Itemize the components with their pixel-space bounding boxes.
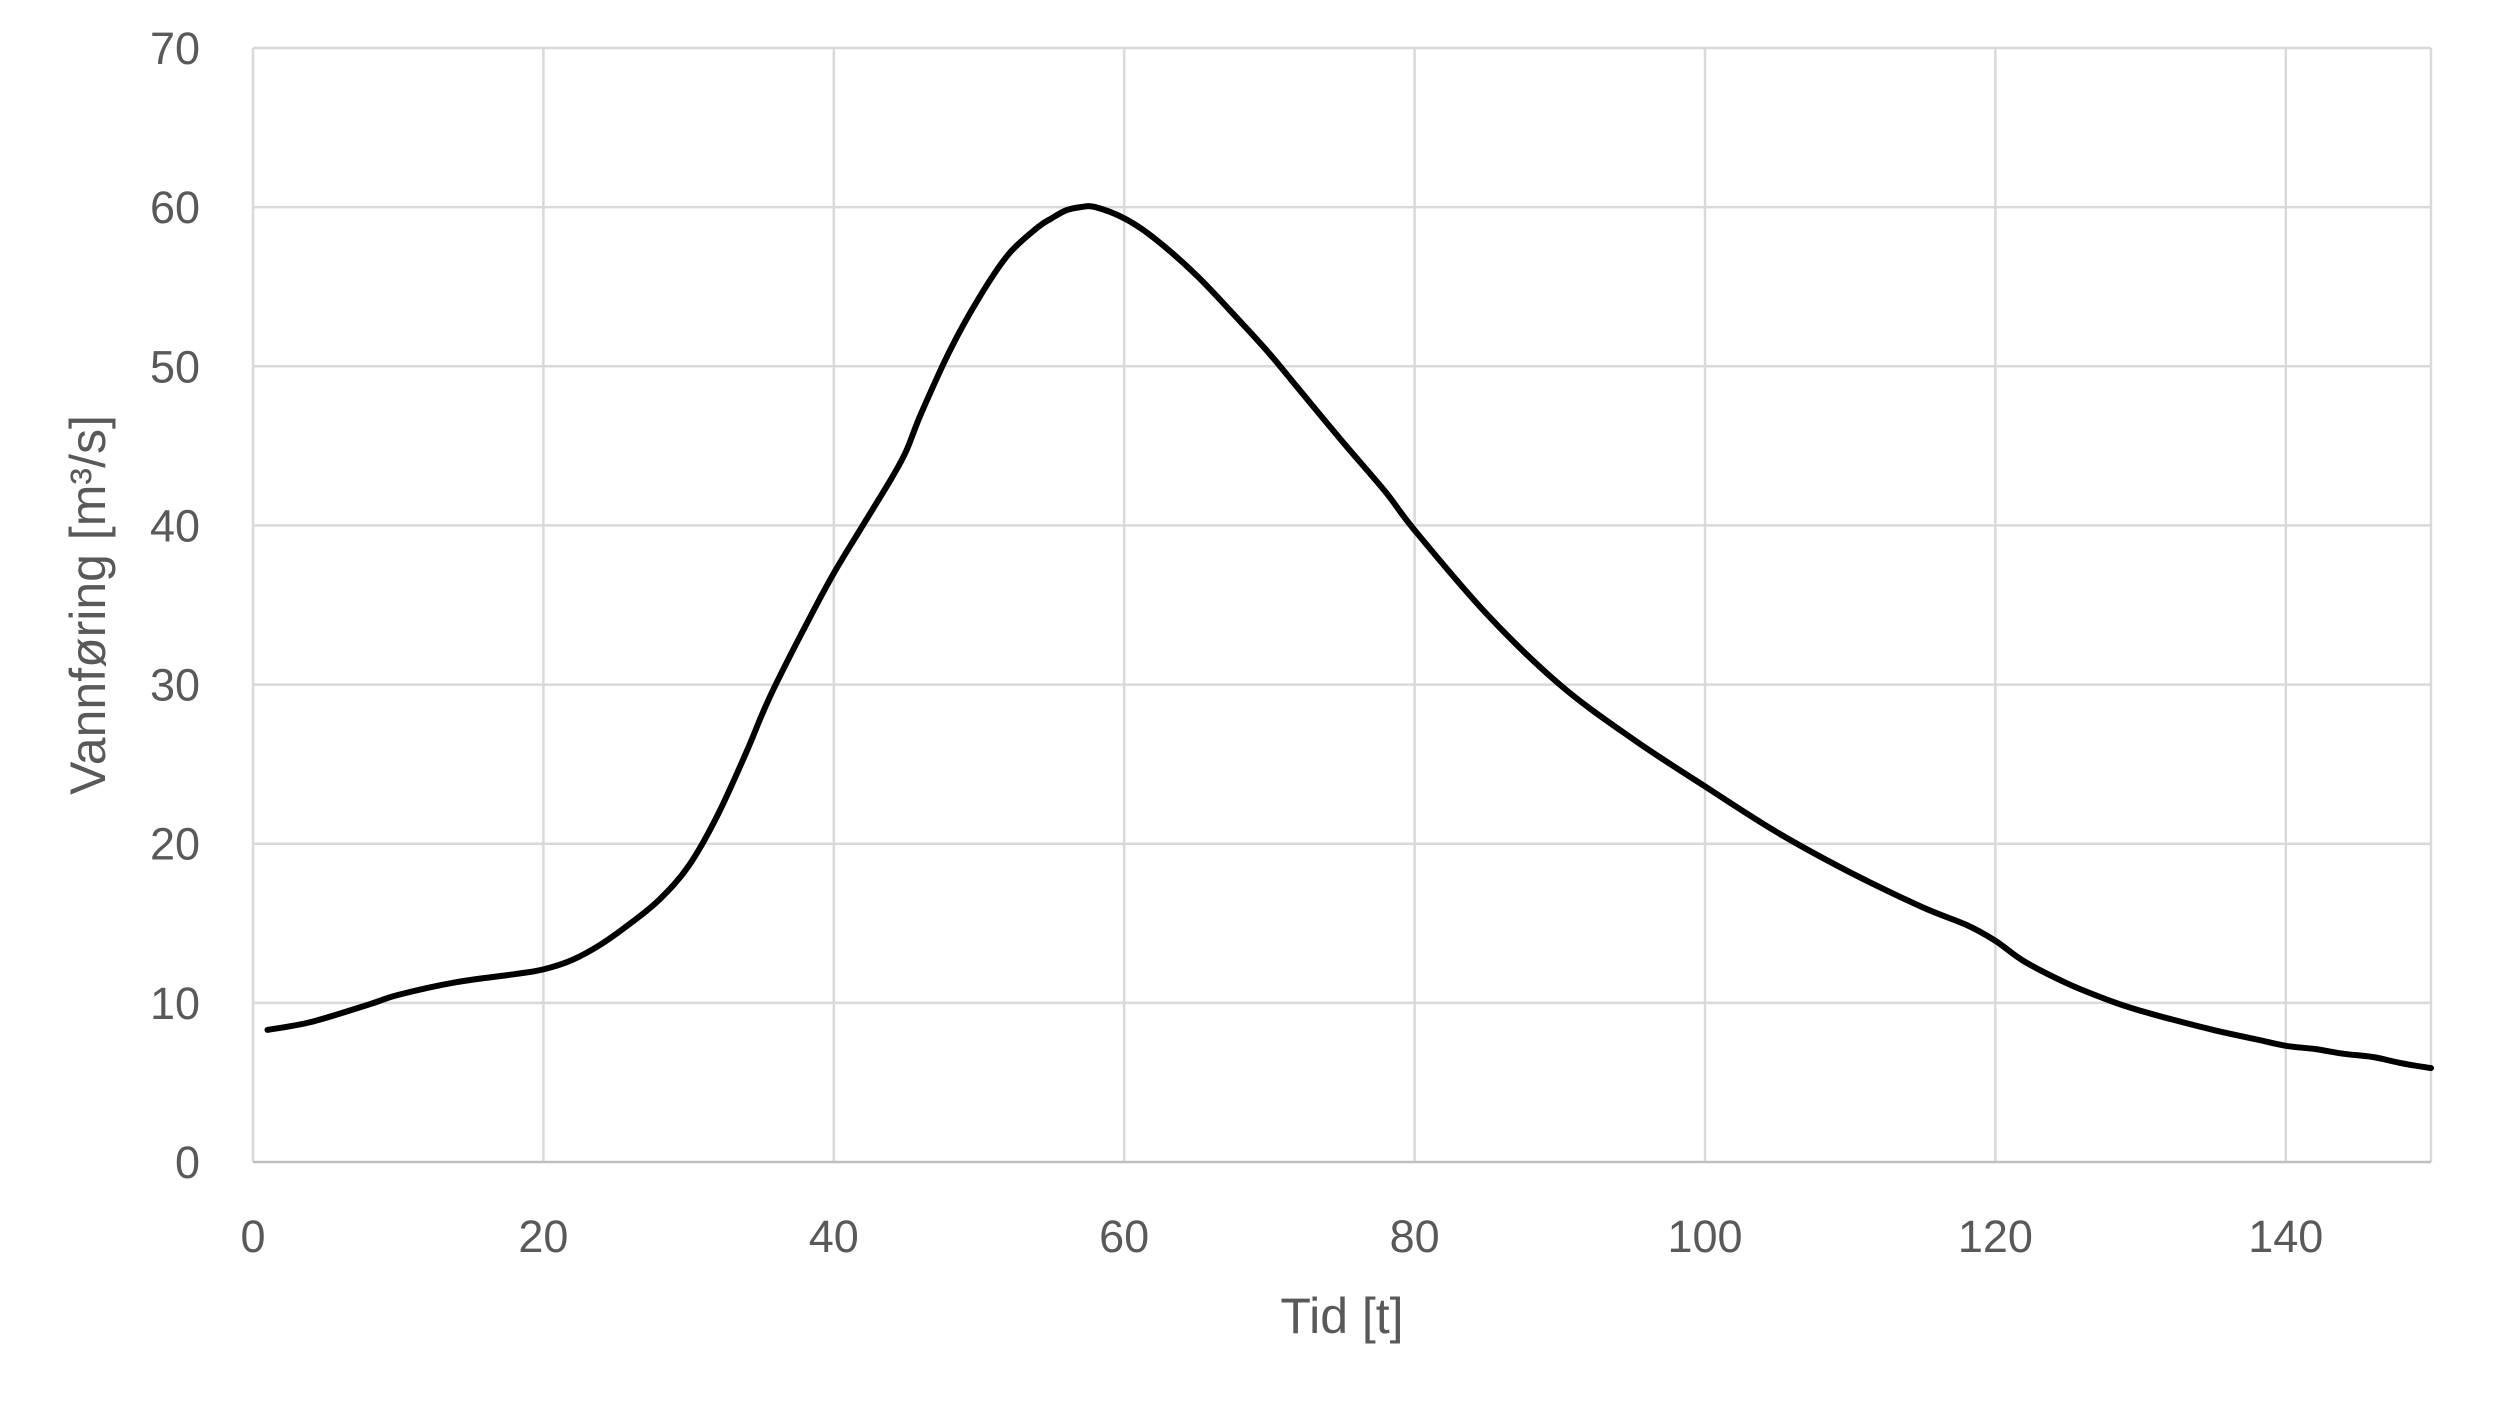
x-tick-label: 0 <box>240 1211 265 1262</box>
x-axis-title: Tid [t] <box>1280 1288 1403 1344</box>
y-tick-label: 20 <box>150 819 200 870</box>
y-tick-label: 10 <box>150 978 200 1029</box>
x-axis-tick-labels: 0 20 40 60 80 100 120 140 <box>240 1211 2323 1262</box>
series-line <box>264 203 2434 1072</box>
x-tick-label: 80 <box>1390 1211 1440 1262</box>
gridlines <box>251 46 2433 1162</box>
x-tick-label: 60 <box>1099 1211 1149 1262</box>
y-tick-label: 40 <box>150 500 200 551</box>
x-tick-label: 120 <box>1958 1211 2033 1262</box>
x-tick-label: 140 <box>2248 1211 2323 1262</box>
y-tick-label: 60 <box>150 182 200 233</box>
y-axis-tick-labels: 0 10 20 30 40 50 60 70 <box>150 23 200 1188</box>
y-tick-label: 0 <box>175 1137 200 1188</box>
y-tick-label: 70 <box>150 23 200 74</box>
y-tick-label: 30 <box>150 660 200 711</box>
y-tick-label: 50 <box>150 341 200 392</box>
x-tick-label: 20 <box>518 1211 568 1262</box>
x-tick-label: 100 <box>1667 1211 1742 1262</box>
y-axis-title: Vannføring [m³/s] <box>60 415 116 795</box>
x-tick-label: 40 <box>809 1211 859 1262</box>
